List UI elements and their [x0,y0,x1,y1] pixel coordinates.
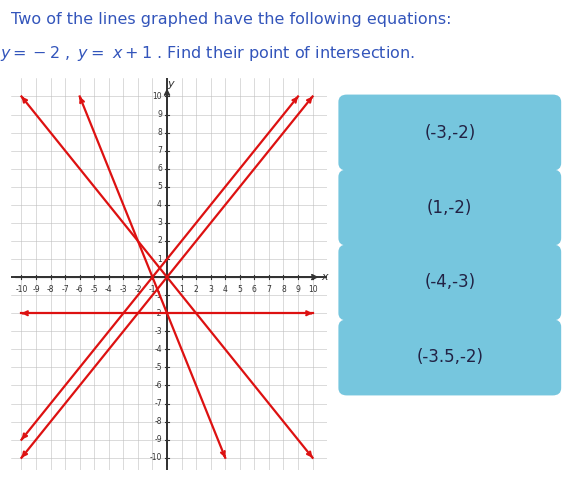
Text: 7: 7 [157,146,162,155]
Text: 4: 4 [223,285,228,294]
Text: -10: -10 [149,453,162,462]
Text: 2: 2 [157,237,162,245]
Text: -7: -7 [155,399,162,408]
Text: -5: -5 [90,285,98,294]
Text: -8: -8 [47,285,54,294]
Text: 9: 9 [157,110,162,119]
Text: -1: -1 [155,291,162,300]
Text: -4: -4 [155,345,162,354]
Text: 8: 8 [281,285,286,294]
Text: -3: -3 [155,327,162,336]
Text: 5: 5 [157,182,162,191]
Text: 5: 5 [237,285,242,294]
Text: (1,-2): (1,-2) [427,198,473,217]
Text: -2: -2 [134,285,142,294]
Text: (-3,-2): (-3,-2) [424,123,475,142]
Text: 1: 1 [157,254,162,264]
Text: -7: -7 [61,285,69,294]
Text: 1: 1 [179,285,184,294]
Text: 6: 6 [157,164,162,173]
Text: 3: 3 [157,219,162,227]
Text: 3: 3 [208,285,213,294]
Text: 6: 6 [252,285,257,294]
Text: 9: 9 [296,285,301,294]
Text: 7: 7 [266,285,271,294]
Text: -9: -9 [32,285,40,294]
Text: 10: 10 [308,285,318,294]
Text: -10: -10 [15,285,28,294]
Text: (-3.5,-2): (-3.5,-2) [416,348,483,367]
Text: -3: -3 [120,285,127,294]
Text: 4: 4 [157,200,162,209]
Text: -1: -1 [149,285,156,294]
Text: y: y [168,79,174,89]
Text: -6: -6 [76,285,83,294]
Text: x: x [321,272,328,282]
Text: -9: -9 [155,435,162,444]
Text: 10: 10 [152,92,162,101]
Text: $y=-2\ ,\ y=\ x+1$ . Find their point of intersection.: $y=-2\ ,\ y=\ x+1$ . Find their point of… [0,45,415,63]
Text: -4: -4 [105,285,113,294]
Text: 2: 2 [194,285,199,294]
Text: 8: 8 [157,128,162,137]
Text: Two of the lines graphed have the following equations:: Two of the lines graphed have the follow… [11,12,452,27]
Text: -6: -6 [155,381,162,390]
Text: -5: -5 [155,363,162,372]
Text: -2: -2 [155,309,162,318]
Text: -8: -8 [155,417,162,426]
Text: (-4,-3): (-4,-3) [424,273,475,292]
